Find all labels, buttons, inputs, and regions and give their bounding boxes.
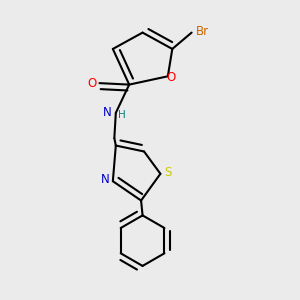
Text: N: N (103, 106, 112, 119)
Text: O: O (87, 76, 97, 90)
Text: Br: Br (196, 25, 208, 38)
Text: N: N (101, 173, 110, 186)
Text: H: H (118, 110, 126, 120)
Text: O: O (166, 71, 176, 84)
Text: S: S (164, 166, 172, 179)
